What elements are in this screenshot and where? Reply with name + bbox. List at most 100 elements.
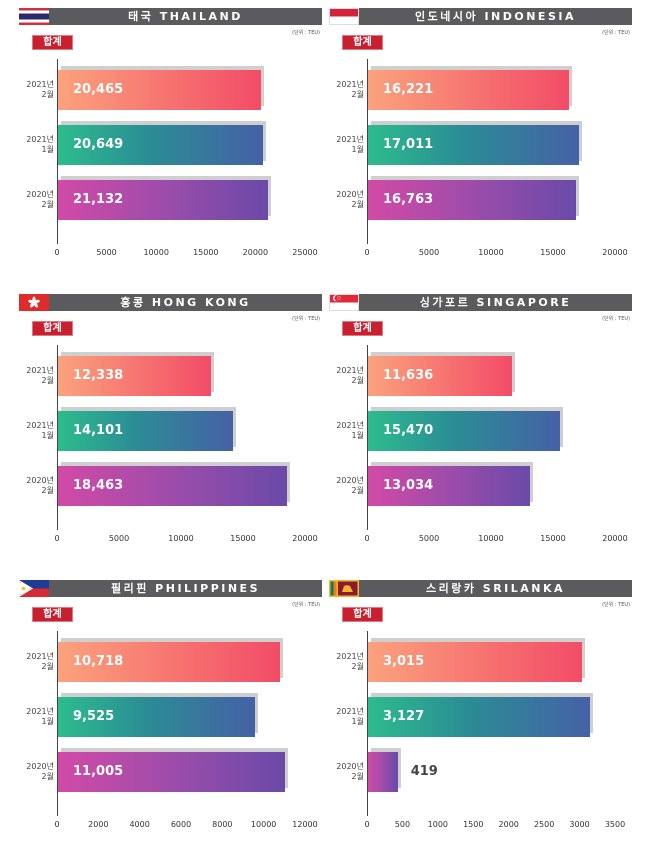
unit-note: (단위 : TEU) — [292, 30, 320, 36]
chart-panel-indonesia: 인도네시아 INDONESIA (단위 : TEU) 합계 0 5000 10000… — [329, 8, 632, 276]
y-category-label: 2021년 1월 — [327, 135, 364, 155]
bar — [368, 70, 570, 110]
unit-note: (단위 : TEU) — [602, 316, 630, 322]
unit-note: (단위 : TEU) — [292, 602, 320, 608]
x-tick-label: 3000 — [569, 820, 590, 829]
bar-value-label: 16,221 — [383, 82, 434, 97]
y-axis-line — [57, 631, 58, 816]
bar — [368, 411, 560, 451]
bar — [58, 466, 287, 506]
y-axis-line — [57, 59, 58, 244]
chart-panel-hong-kong: 홍콩 HONG KONG (단위 : TEU) 합계 0 5000 10000 150… — [19, 294, 322, 562]
unit-note: (단위 : TEU) — [292, 316, 320, 322]
x-tick-label: 20000 — [602, 534, 628, 543]
bar-value-label: 13,034 — [383, 478, 434, 493]
bar-plot: 0 2000 4000 6000 8000 10000 12000 2021년 2월 10,718… — [26, 631, 318, 829]
y-category-line: 2월 — [41, 486, 54, 495]
unit-note: (단위 : TEU) — [602, 30, 630, 36]
bar-value-label: 20,465 — [73, 82, 124, 97]
y-category-label: 2021년 2월 — [17, 652, 54, 672]
y-category-line: 2021년 — [26, 421, 54, 430]
bar-value-label: 11,636 — [383, 368, 434, 383]
y-category-line: 1월 — [351, 717, 364, 726]
x-tick-label: 3500 — [604, 820, 626, 829]
y-category-line: 2월 — [351, 662, 364, 671]
y-category-line: 2021년 — [336, 652, 364, 661]
bar-value-label: 21,132 — [73, 192, 124, 207]
y-category-line: 2월 — [351, 772, 364, 781]
x-tick-label: 10000 — [143, 248, 169, 257]
y-category-label: 2020년 2월 — [327, 190, 364, 210]
total-badge: 합계 — [32, 321, 73, 336]
panel-header: 인도네시아 INDONESIA — [329, 8, 632, 25]
bar — [58, 356, 211, 396]
y-category-label: 2021년 1월 — [327, 707, 364, 727]
x-tick-label: 25000 — [292, 248, 318, 257]
x-tick-label: 5000 — [96, 248, 117, 257]
bar-plot: 0 500 1000 1500 2000 2500 3000 3500 2021년 2월 3,015… — [336, 631, 625, 829]
chart-panel-singapore: 싱가포르 SINGAPORE (단위 : TEU) 합계 0 5000 10000 1… — [329, 294, 632, 562]
y-category-line: 2020년 — [26, 762, 54, 771]
bar — [368, 125, 579, 165]
panel-header: 필리핀 PHILIPPINES — [19, 580, 322, 597]
bar-value-label: 9,525 — [73, 709, 115, 724]
bar-value-label: 11,005 — [73, 764, 124, 779]
y-category-line: 2020년 — [336, 762, 364, 771]
bar — [58, 125, 263, 165]
bar — [368, 466, 530, 506]
bar — [58, 752, 286, 792]
bar — [58, 70, 261, 110]
y-category-label: 2020년 2월 — [17, 762, 54, 782]
panel-header: 태국 THAILAND — [19, 8, 322, 25]
x-tick-label: 0 — [54, 248, 60, 257]
y-axis-line — [367, 59, 368, 244]
y-category-line: 2021년 — [336, 366, 364, 375]
panel-header: 홍콩 HONG KONG — [19, 294, 322, 311]
x-tick-label: 0 — [54, 820, 60, 829]
thailand-flag-icon — [19, 8, 49, 25]
y-category-line: 2월 — [41, 200, 54, 209]
x-tick-label: 2000 — [498, 820, 519, 829]
sri-lanka-flag-icon — [329, 580, 359, 597]
y-category-line: 2020년 — [26, 476, 54, 485]
y-category-label: 2020년 2월 — [327, 762, 364, 782]
x-tick-label: 1500 — [463, 820, 484, 829]
chart-panel-sri-lanka: 스리랑카 SRILANKA (단위 : TEU) 합계 0 500 1000 1500… — [329, 580, 632, 848]
y-category-line: 2월 — [41, 772, 54, 781]
x-tick-label: 10000 — [168, 534, 194, 543]
y-category-label: 2021년 2월 — [327, 80, 364, 100]
x-tick-label: 0 — [364, 534, 370, 543]
total-badge: 합계 — [32, 607, 73, 622]
bar-value-label: 16,763 — [383, 192, 434, 207]
y-category-line: 2월 — [351, 90, 364, 99]
total-badge: 합계 — [32, 35, 73, 50]
y-category-label: 2021년 2월 — [17, 80, 54, 100]
y-category-line: 2021년 — [26, 707, 54, 716]
y-category-line: 1월 — [41, 431, 54, 440]
x-tick-label: 12000 — [292, 820, 318, 829]
total-badge: 합계 — [342, 321, 383, 336]
y-category-line: 2월 — [351, 486, 364, 495]
indonesia-flag-icon — [329, 8, 359, 25]
y-category-line: 2021년 — [336, 421, 364, 430]
bar-value-label: 17,011 — [383, 137, 434, 152]
x-tick-label: 10000 — [250, 820, 277, 829]
bar-value-label: 18,463 — [73, 478, 124, 493]
bar-plot: 0 5000 10000 15000 20000 25000 2021년 2월 20,465 20… — [26, 59, 318, 257]
y-category-label: 2021년 2월 — [327, 652, 364, 672]
bar-plot: 0 5000 10000 15000 20000 2021년 2월 11,636 2021년 1월… — [336, 345, 628, 543]
x-tick-label: 15000 — [540, 248, 566, 257]
bar-value-label: 419 — [410, 764, 438, 779]
y-category-line: 2021년 — [26, 652, 54, 661]
bar — [368, 752, 398, 792]
y-category-line: 2021년 — [26, 135, 54, 144]
y-category-label: 2020년 2월 — [17, 190, 54, 210]
x-tick-label: 6000 — [170, 820, 192, 829]
bar — [368, 642, 582, 682]
x-tick-label: 0 — [364, 248, 370, 257]
panel-title: 홍콩 HONG KONG — [49, 294, 322, 311]
bar-value-label: 20,649 — [73, 137, 124, 152]
philippines-flag-icon — [19, 580, 49, 597]
x-tick-label: 500 — [394, 820, 411, 829]
bar — [58, 642, 280, 682]
